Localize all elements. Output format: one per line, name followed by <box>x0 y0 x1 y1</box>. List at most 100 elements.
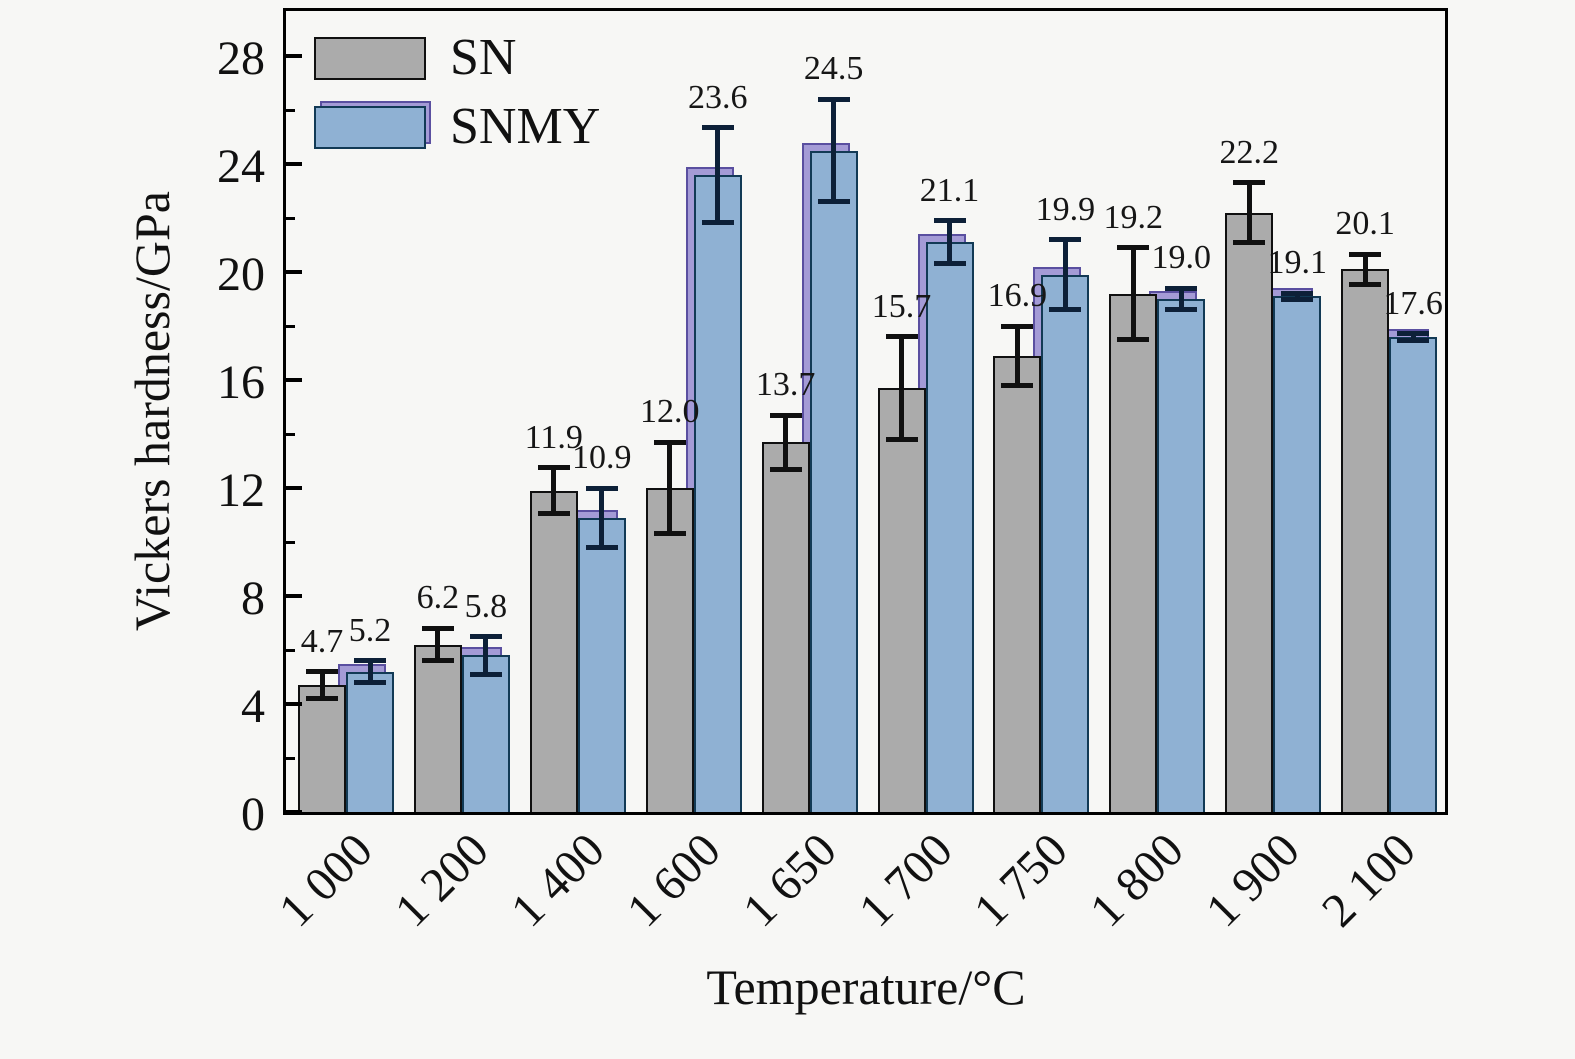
bar-snmy-1900 <box>1273 296 1322 812</box>
value-label: 12.0 <box>639 393 700 431</box>
y-tick-label: 20 <box>217 248 265 301</box>
error-bar-cap <box>817 96 850 102</box>
y-tick-label: 8 <box>241 572 265 625</box>
value-label: 19.1 <box>1267 244 1327 282</box>
error-bar-cap <box>817 199 850 205</box>
error-bar-line <box>783 415 789 470</box>
y-tick-label: 12 <box>217 464 265 517</box>
error-bar-cap <box>1001 323 1034 329</box>
error-bar-cap <box>1233 180 1266 186</box>
error-bar-line <box>1246 182 1252 243</box>
value-label: 23.6 <box>687 78 748 116</box>
bar-snmy-1400 <box>577 517 626 812</box>
error-bar-cap <box>469 634 502 639</box>
plot-area: 4.7 5.2 6.2 5.8 11.9 10.9 12.0 23.6 13.7 24.5 15.7… <box>286 11 1445 814</box>
value-label: 24.5 <box>803 50 864 88</box>
y-major-tick <box>286 702 302 706</box>
bar-snmy-1600 <box>693 174 742 812</box>
legend: SN SNMY <box>314 32 600 153</box>
bar-sn-1400 <box>529 490 578 812</box>
bar-sn-1200 <box>413 644 462 812</box>
y-minor-tick <box>286 324 295 328</box>
error-bar-cap <box>537 465 570 471</box>
error-bar-line <box>1178 288 1184 310</box>
error-bar-line <box>1130 247 1136 340</box>
y-minor-tick <box>286 432 295 436</box>
bar-sn-1750 <box>993 355 1042 812</box>
error-bar-cap <box>653 439 686 445</box>
value-label: 21.1 <box>919 171 980 209</box>
value-label: 17.6 <box>1383 284 1443 322</box>
error-bar-cap <box>421 658 454 664</box>
value-label: 19.0 <box>1151 239 1212 277</box>
value-label: 20.1 <box>1335 205 1395 243</box>
error-bar-cap <box>933 261 966 267</box>
error-bar-line <box>667 442 673 534</box>
value-label: 13.7 <box>755 366 816 404</box>
error-bar-line <box>715 127 721 223</box>
error-bar-line <box>551 467 557 514</box>
error-bar-cap <box>1281 297 1314 303</box>
bar-snmy-1200 <box>461 655 510 812</box>
y-major-tick <box>286 54 302 58</box>
error-bar-line <box>1062 239 1068 310</box>
error-bar-cap <box>354 679 386 685</box>
y-major-tick <box>286 594 302 598</box>
value-label: 6.2 <box>416 579 460 617</box>
error-bar-cap <box>701 125 734 131</box>
y-minor-tick <box>286 540 295 544</box>
error-bar-cap <box>1281 290 1314 296</box>
y-minor-tick <box>286 648 295 652</box>
legend-item-sn: SN <box>314 32 600 84</box>
y-major-tick <box>286 162 302 166</box>
error-bar-cap <box>1233 239 1266 245</box>
error-bar-line <box>435 628 441 661</box>
value-label: 11.9 <box>524 418 583 456</box>
value-label: 22.2 <box>1219 133 1279 171</box>
error-bar-cap <box>1349 251 1382 257</box>
y-tick-label: 16 <box>217 356 265 409</box>
error-bar-line <box>319 671 325 699</box>
value-label: 5.2 <box>348 611 392 649</box>
error-bar-cap <box>585 485 618 491</box>
legend-swatch-snmy <box>314 100 431 149</box>
bar-snmy-1800 <box>1157 299 1206 812</box>
bar-sn-1650 <box>761 442 810 812</box>
error-bar-cap <box>1165 285 1198 291</box>
error-bar-line <box>947 220 952 264</box>
y-major-tick <box>286 270 302 274</box>
value-label: 19.2 <box>1103 198 1164 236</box>
y-minor-tick <box>286 108 295 112</box>
bar-sn-1600 <box>645 488 694 812</box>
error-bar-cap <box>306 669 338 675</box>
y-major-tick <box>286 378 302 382</box>
error-bar-line <box>1294 293 1300 300</box>
y-tick-label: 4 <box>241 680 265 733</box>
error-bar-cap <box>1049 307 1082 313</box>
value-label: 16.9 <box>987 277 1048 314</box>
y-major-tick <box>286 810 302 814</box>
error-bar-line <box>483 636 489 675</box>
legend-swatch-fill <box>314 105 426 149</box>
error-bar-cap <box>585 544 618 550</box>
legend-item-snmy: SNMY <box>314 98 601 155</box>
error-bar-cap <box>1049 237 1082 243</box>
error-bar-cap <box>354 658 386 664</box>
bar-sn-1800 <box>1109 293 1158 812</box>
error-bar-cap <box>933 218 966 224</box>
bar-sn-1700 <box>877 388 926 812</box>
error-bar-cap <box>306 696 338 702</box>
y-minor-tick <box>286 216 295 220</box>
y-tick-label: 28 <box>217 32 265 85</box>
error-bar-line <box>1362 254 1368 285</box>
y-minor-tick <box>286 756 295 760</box>
error-bar-cap <box>537 511 570 517</box>
bar-snmy-1750 <box>1041 274 1090 812</box>
error-bar-cap <box>1165 307 1198 313</box>
x-axis-title: Temperature/°C <box>706 959 1026 1015</box>
legend-label: SNMY <box>450 98 601 155</box>
error-bar-cap <box>885 334 918 340</box>
value-label: 15.7 <box>871 287 932 325</box>
error-bar-line <box>899 336 904 440</box>
